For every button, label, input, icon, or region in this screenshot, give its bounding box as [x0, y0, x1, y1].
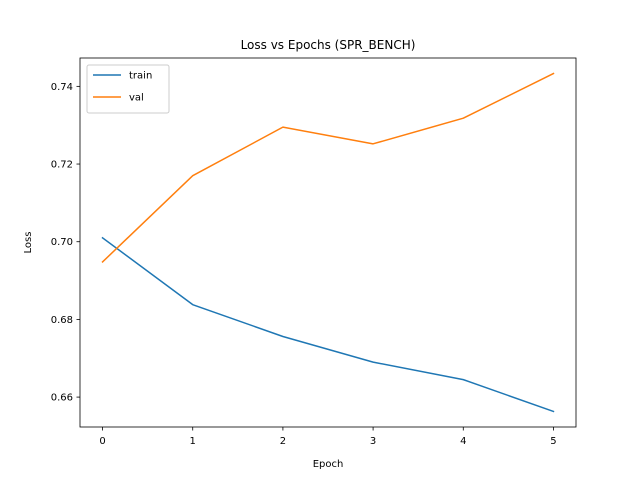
x-tick-label: 0	[99, 436, 105, 447]
y-tick-label: 0.68	[51, 315, 73, 326]
y-tick-label: 0.72	[51, 160, 73, 171]
y-tick-label: 0.74	[51, 82, 73, 93]
y-tick-label: 0.66	[51, 393, 73, 404]
x-tick-label: 5	[550, 436, 556, 447]
plot-frame	[79, 57, 577, 428]
x-axis: 0 1 2 3 4 5	[99, 427, 557, 447]
x-tick-label: 1	[190, 436, 196, 447]
legend-label-train: train	[129, 71, 152, 82]
x-tick-label: 3	[370, 436, 376, 447]
x-tick-label: 2	[280, 436, 286, 447]
series-line-train	[101, 236, 555, 413]
y-axis-label: Loss	[23, 232, 34, 254]
legend: train val	[86, 64, 170, 114]
legend-box	[86, 64, 170, 114]
y-tick-label: 0.70	[51, 237, 73, 248]
series-line-val	[101, 72, 555, 263]
x-tick-label: 4	[460, 436, 466, 447]
legend-label-val: val	[129, 93, 144, 104]
plot-area	[101, 72, 555, 413]
x-axis-label: Epoch	[313, 459, 344, 470]
chart-title: Loss vs Epochs (SPR_BENCH)	[241, 38, 416, 52]
y-axis: 0.66 0.68 0.70 0.72 0.74	[51, 82, 80, 404]
